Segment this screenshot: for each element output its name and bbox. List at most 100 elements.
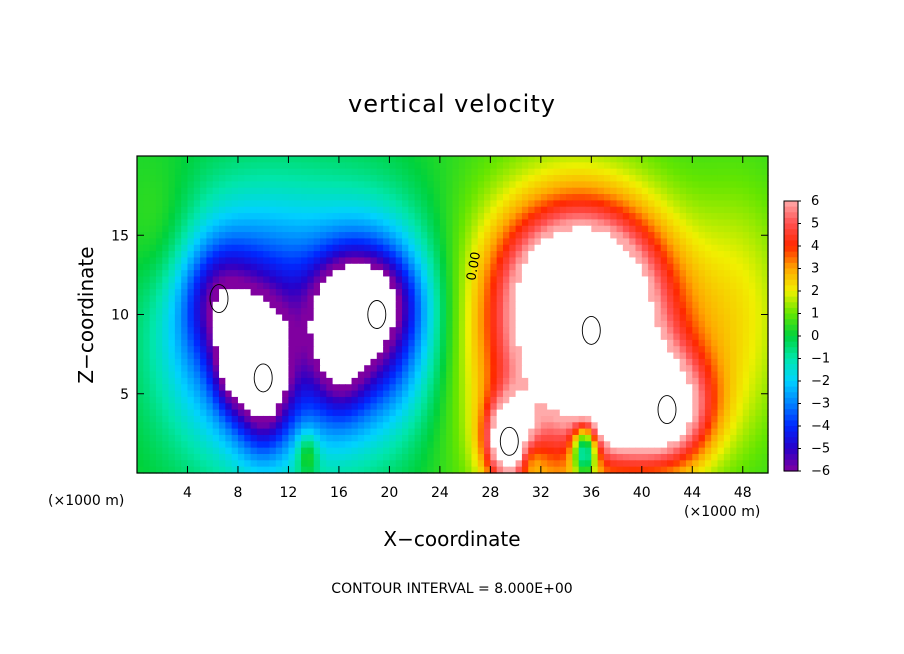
heatmap-cell: [667, 377, 674, 385]
heatmap-cell: [383, 200, 390, 208]
heatmap-cell: [528, 314, 536, 322]
heatmap-cell: [187, 194, 195, 201]
heatmap-cell: [263, 314, 271, 322]
heatmap-cell: [717, 194, 725, 201]
heatmap-cell: [465, 156, 473, 163]
heatmap-cell: [200, 289, 208, 297]
heatmap-cell: [313, 403, 321, 411]
heatmap-cell: [174, 466, 182, 474]
heatmap-cell: [603, 282, 611, 290]
heatmap-cell: [723, 415, 731, 423]
heatmap-cell: [679, 403, 687, 411]
heatmap-cell: [477, 289, 485, 297]
heatmap-cell: [275, 453, 283, 461]
heatmap-cell: [313, 156, 321, 163]
heatmap-cell: [477, 270, 485, 278]
heatmap-cell: [446, 257, 454, 265]
heatmap-cell: [452, 390, 460, 398]
heatmap-cell: [685, 244, 693, 252]
heatmap-cell: [174, 333, 182, 341]
heatmap-cell: [319, 263, 327, 271]
heatmap-cell: [711, 263, 719, 271]
heatmap-cell: [155, 213, 163, 220]
heatmap-cell: [616, 282, 624, 290]
heatmap-cell: [168, 257, 176, 265]
heatmap-cell: [603, 409, 611, 417]
heatmap-cell: [143, 466, 151, 474]
heatmap-cell: [572, 263, 580, 271]
heatmap-cell: [433, 219, 441, 227]
heatmap-cell: [572, 282, 580, 290]
heatmap-cell: [162, 162, 170, 170]
heatmap-cell: [256, 175, 264, 182]
heatmap-cell: [610, 156, 618, 163]
heatmap-cell: [622, 466, 630, 474]
heatmap-cell: [490, 232, 498, 240]
heatmap-cell: [484, 206, 491, 214]
heatmap-cell: [591, 377, 599, 385]
heatmap-cell: [591, 289, 599, 297]
heatmap-cell: [755, 314, 763, 322]
heatmap-cell: [566, 441, 573, 449]
heatmap-cell: [723, 320, 731, 328]
heatmap-cell: [231, 447, 239, 455]
heatmap-cell: [282, 327, 290, 335]
heatmap-cell: [566, 320, 573, 328]
heatmap-cell: [578, 453, 586, 461]
heatmap-cell: [534, 295, 542, 303]
heatmap-cell: [427, 460, 435, 468]
heatmap-cell: [155, 219, 163, 227]
heatmap-cell: [326, 396, 334, 404]
heatmap-cell: [711, 377, 719, 385]
heatmap-cell: [761, 447, 769, 455]
heatmap-cell: [622, 156, 630, 163]
heatmap-cell: [351, 460, 359, 468]
heatmap-cell: [622, 263, 630, 271]
heatmap-cell: [143, 320, 151, 328]
heatmap-cell: [143, 225, 151, 233]
heatmap-cell: [515, 219, 523, 227]
heatmap-cell: [717, 333, 725, 341]
heatmap-cell: [452, 403, 460, 411]
heatmap-cell: [364, 460, 372, 468]
heatmap-cell: [326, 194, 334, 201]
heatmap-cell: [465, 428, 473, 436]
heatmap-cell: [326, 371, 334, 379]
heatmap-cell: [389, 301, 397, 309]
heatmap-cell: [250, 365, 258, 373]
heatmap-cell: [603, 327, 611, 335]
heatmap-cell: [698, 453, 706, 461]
heatmap-cell: [648, 441, 656, 449]
heatmap-cell: [263, 415, 271, 423]
heatmap-cell: [540, 460, 548, 468]
heatmap-cell: [597, 282, 605, 290]
heatmap-cell: [370, 295, 378, 303]
heatmap-cell: [572, 257, 580, 265]
heatmap-cell: [679, 219, 687, 227]
heatmap-cell: [313, 270, 321, 278]
heatmap-cell: [237, 225, 245, 233]
heatmap-cell: [509, 384, 517, 392]
heatmap-cell: [723, 295, 731, 303]
heatmap-cell: [149, 225, 157, 233]
heatmap-cell: [193, 390, 201, 398]
heatmap-cell: [319, 206, 327, 214]
heatmap-cell: [345, 390, 353, 398]
heatmap-cell: [547, 238, 555, 246]
heatmap-cell: [269, 403, 277, 411]
heatmap-cell: [433, 200, 441, 208]
heatmap-cell: [420, 282, 428, 290]
heatmap-cell: [427, 194, 435, 201]
heatmap-cell: [326, 320, 334, 328]
heatmap-cell: [395, 295, 403, 303]
heatmap-cell: [698, 156, 706, 163]
heatmap-cell: [420, 251, 428, 259]
heatmap-cell: [572, 175, 580, 182]
heatmap-cell: [288, 403, 296, 411]
heatmap-cell: [685, 289, 693, 297]
heatmap-cell: [704, 384, 712, 392]
heatmap-cell: [364, 289, 372, 297]
heatmap-cell: [414, 327, 422, 335]
heatmap-cell: [376, 320, 384, 328]
heatmap-cell: [414, 187, 422, 195]
